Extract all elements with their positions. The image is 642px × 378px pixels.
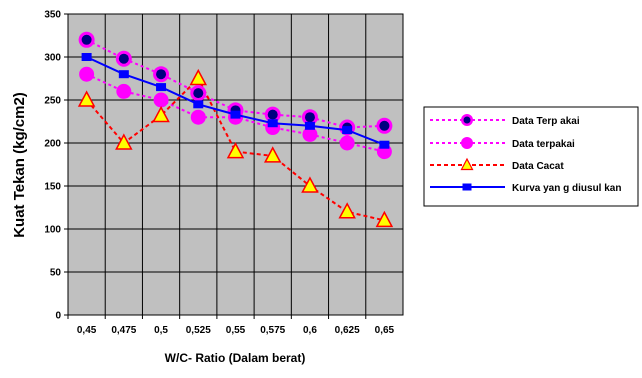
plot-border [67, 13, 404, 316]
point-kurva [118, 70, 129, 79]
x-tick-label: 0,5 [154, 325, 168, 336]
x-tick-label: 0,625 [335, 325, 360, 336]
point-kurva [379, 140, 390, 149]
x-axis-title: W/C- Ratio (Dalam berat) [165, 351, 306, 365]
point-kurva [267, 119, 278, 128]
point-data-terpakai [153, 92, 169, 108]
y-axis-title: Kuat Tekan (kg/cm2) [11, 92, 28, 238]
point-data-terp-akai-center [193, 88, 204, 99]
y-tick-label: 150 [44, 182, 61, 193]
grid-lines [68, 14, 403, 315]
legend: Data Terp akai Data terpakai Data Cacat … [423, 106, 639, 207]
y-tick-label: 250 [44, 96, 61, 107]
legend-box [423, 106, 639, 207]
y-tick-labels: 0 50 100 150 200 250 300 350 [44, 10, 68, 322]
y-tick-label: 200 [44, 139, 61, 150]
point-data-cacat [189, 68, 208, 86]
point-data-cacat [301, 176, 319, 193]
legend-label-data-cacat: Data Cacat [512, 161, 564, 172]
x-tick-label: 0,525 [186, 325, 211, 336]
point-kurva [81, 53, 92, 61]
point-data-cacat [115, 133, 133, 150]
x-tick-labels: 0,45 0,475 0,5 0,525 0,55 0,575 0,6 0,625 0,65 [67, 315, 395, 336]
x-tick-label: 0,475 [111, 325, 136, 336]
point-kurva [304, 121, 315, 130]
point-kurva [193, 100, 204, 109]
point-data-cacat [152, 105, 170, 123]
x-tick-label: 0,6 [303, 325, 317, 336]
y-tick-label: 100 [44, 225, 61, 236]
point-data-cacat [375, 210, 394, 228]
y-tick-label: 300 [44, 53, 61, 64]
series-layer [77, 31, 394, 228]
x-tick-label: 0,55 [226, 325, 246, 336]
point-kurva [156, 83, 167, 92]
point-data-terpakai [116, 83, 132, 99]
y-tick-label: 0 [55, 311, 61, 322]
legend-marker-data-terpakai [461, 137, 473, 149]
point-data-terpakai [339, 135, 355, 151]
x-tick-label: 0,45 [77, 325, 97, 336]
x-tick-label: 0,65 [375, 325, 395, 336]
point-data-cacat [226, 142, 245, 159]
legend-label-data-terp-akai: Data Terp akai [512, 116, 580, 127]
point-data-terp-akai-center [267, 109, 278, 120]
series-line-data-cacat [85, 76, 385, 222]
legend-label-data-terpakai: Data terpakai [512, 139, 575, 150]
y-tick-label: 50 [50, 268, 62, 279]
x-tick-label: 0,575 [260, 325, 285, 336]
legend-items [430, 114, 505, 191]
point-data-cacat [77, 90, 96, 107]
point-data-terp-akai-center [304, 112, 315, 123]
legend-label-kurva: Kurva yan g diusul kan [512, 183, 621, 194]
point-data-terpakai [79, 66, 95, 82]
legend-marker-data-cacat [460, 157, 474, 171]
point-kurva [230, 110, 241, 119]
point-data-cacat [338, 202, 356, 219]
legend-marker-kurva [462, 183, 472, 191]
point-data-terp-akai-center [118, 53, 129, 64]
point-data-terp-akai-center [81, 34, 92, 45]
point-data-cacat [263, 146, 282, 163]
point-data-terp-akai-center [379, 120, 390, 131]
point-kurva [342, 126, 353, 135]
point-data-terpakai [302, 126, 318, 142]
legend-marker-data-terp-akai-center [463, 116, 471, 124]
point-data-terp-akai-center [156, 69, 167, 80]
y-tick-label: 350 [44, 10, 61, 21]
point-data-terpakai [190, 109, 206, 125]
